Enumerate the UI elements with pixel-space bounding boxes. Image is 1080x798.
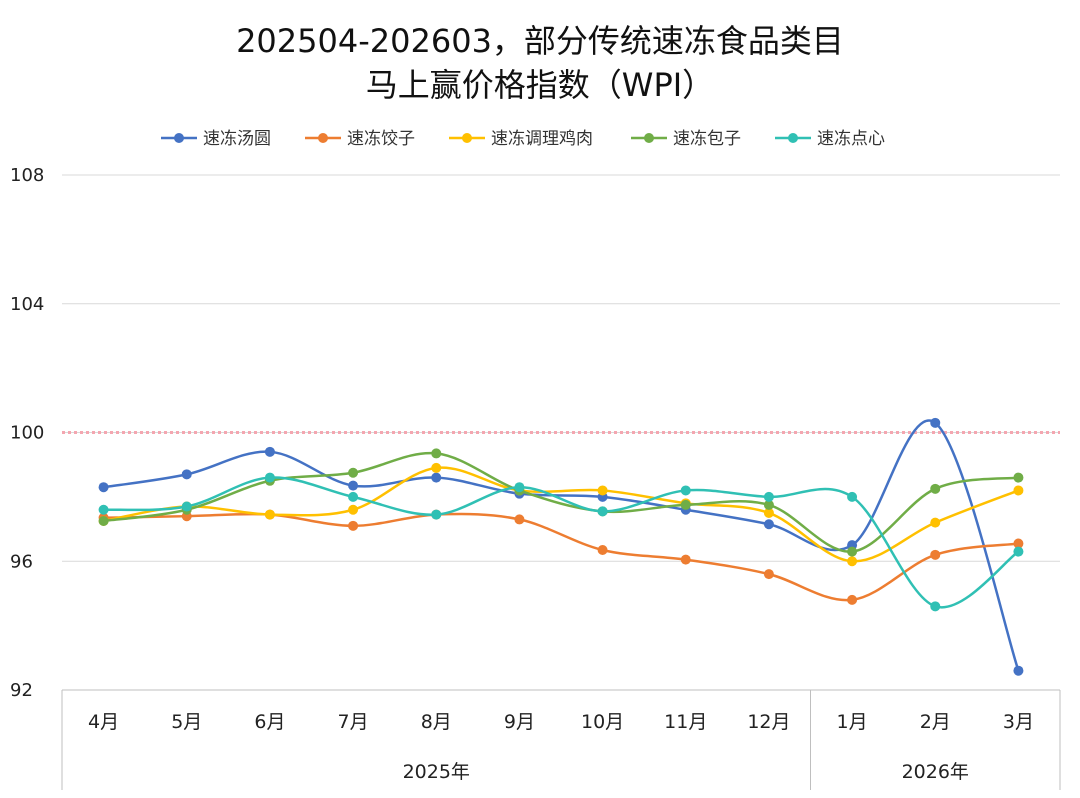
data-point: [264, 509, 275, 520]
data-point: [763, 491, 774, 502]
y-tick-label: 108: [10, 165, 44, 186]
data-point: [930, 549, 941, 560]
chart-title-line-1: 202504-202603，部分传统速冻食品类目: [236, 22, 844, 60]
data-point: [680, 485, 691, 496]
x-tick-label: 10月: [581, 711, 624, 733]
x-tick-label: 3月: [1003, 711, 1034, 733]
legend: 速冻汤圆 速冻饺子 速冻调理鸡肉 速冻包子 速冻点心: [161, 129, 885, 149]
series-1: [98, 417, 1024, 676]
data-point: [847, 594, 858, 605]
legend-swatch-marker: [462, 133, 472, 143]
legend-label: 速冻包子: [673, 129, 741, 149]
data-point: [1013, 665, 1024, 676]
series-2: [98, 509, 1024, 605]
data-point: [847, 556, 858, 567]
data-point: [348, 467, 359, 478]
data-point: [763, 519, 774, 530]
data-point: [847, 546, 858, 557]
legend-item: 速冻包子: [631, 129, 741, 149]
year-group-label: 2025年: [403, 761, 470, 783]
data-point: [264, 446, 275, 457]
series-line: [103, 451, 1019, 553]
data-point: [763, 569, 774, 580]
series-line: [103, 466, 1019, 563]
data-point: [431, 448, 442, 459]
legend-item: 速冻汤圆: [161, 129, 271, 149]
legend-swatch-marker: [318, 133, 328, 143]
x-tick-label: 8月: [421, 711, 452, 733]
data-point: [514, 514, 525, 525]
x-tick-label: 2月: [920, 711, 951, 733]
data-point: [1013, 538, 1024, 549]
x-tick-label: 4月: [88, 711, 119, 733]
legend-swatch-marker: [174, 133, 184, 143]
x-tick-label: 6月: [254, 711, 285, 733]
data-point: [98, 482, 109, 493]
legend-label: 速冻调理鸡肉: [491, 129, 593, 149]
data-point: [597, 506, 608, 517]
y-tick-label: 92: [10, 680, 33, 701]
data-point: [763, 507, 774, 518]
data-point: [1013, 546, 1024, 557]
x-tick-label: 1月: [837, 711, 868, 733]
data-point: [1013, 485, 1024, 496]
x-tick-label: 7月: [338, 711, 369, 733]
data-point: [98, 516, 109, 527]
data-point: [930, 417, 941, 428]
data-point: [431, 509, 442, 520]
data-point: [348, 491, 359, 502]
data-point: [348, 504, 359, 515]
data-point: [348, 520, 359, 531]
data-point: [597, 485, 608, 496]
data-point: [1013, 472, 1024, 483]
data-point: [98, 504, 109, 515]
data-point: [930, 517, 941, 528]
data-point: [930, 601, 941, 612]
legend-item: 速冻点心: [775, 129, 885, 149]
series-5: [98, 472, 1024, 612]
series-line: [103, 419, 1020, 672]
chart-title-line-2: 马上赢价格指数（WPI）: [366, 66, 714, 104]
series-layer: [98, 417, 1024, 676]
x-tick-label: 5月: [171, 711, 202, 733]
data-point: [181, 469, 192, 480]
data-point: [181, 501, 192, 512]
data-point: [847, 491, 858, 502]
data-point: [763, 499, 774, 510]
data-point: [514, 482, 525, 493]
y-tick-label: 100: [10, 423, 44, 444]
data-point: [431, 472, 442, 483]
data-point: [680, 499, 691, 510]
legend-label: 速冻点心: [817, 129, 885, 149]
x-tick-label: 9月: [504, 711, 535, 733]
data-point: [680, 554, 691, 565]
x-axis: 4月 5月 6月 7月 8月 9月 10月 11月 12月 1月 2月 3月 2025年 2026年: [61, 689, 1061, 790]
data-point: [264, 472, 275, 483]
x-tick-label: 11月: [664, 711, 707, 733]
series-line: [103, 512, 1019, 602]
year-group-label: 2026年: [902, 761, 969, 783]
data-point: [348, 480, 359, 491]
data-point: [930, 483, 941, 494]
y-axis: 92 96 100 104 108: [10, 165, 44, 701]
legend-label: 速冻汤圆: [203, 129, 271, 149]
data-point: [431, 462, 442, 473]
legend-swatch-marker: [644, 133, 654, 143]
data-point: [597, 544, 608, 555]
x-tick-label: 12月: [747, 711, 790, 733]
legend-item: 速冻饺子: [305, 129, 415, 149]
legend-label: 速冻饺子: [347, 129, 415, 149]
legend-swatch-marker: [788, 133, 798, 143]
y-tick-label: 96: [10, 551, 33, 572]
y-tick-label: 104: [10, 294, 44, 315]
legend-item: 速冻调理鸡肉: [449, 129, 593, 149]
gridlines: [62, 174, 1060, 562]
